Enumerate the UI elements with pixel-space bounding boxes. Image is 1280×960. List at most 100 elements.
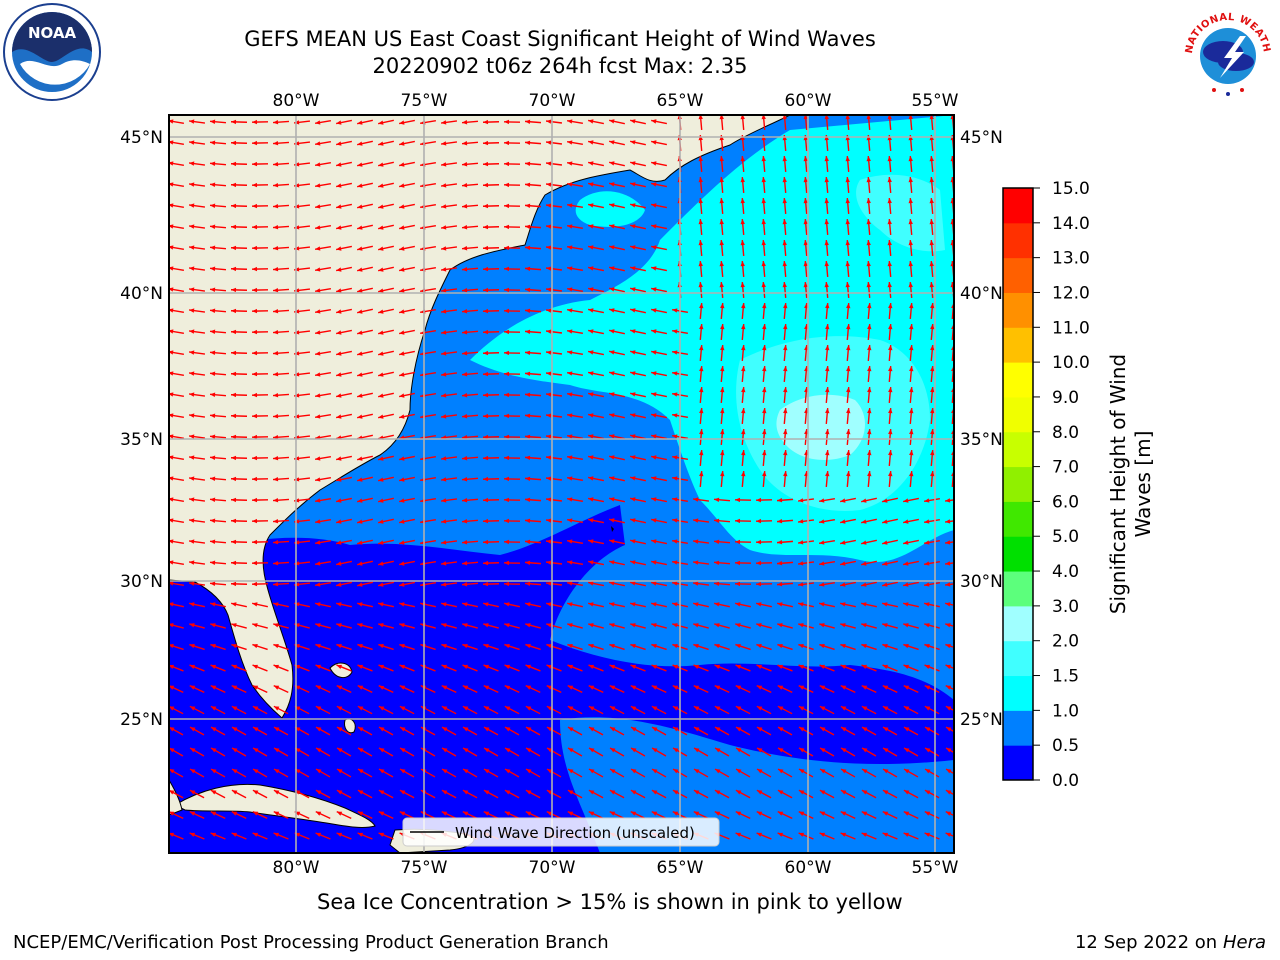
wind-arrow [399, 140, 415, 146]
wind-arrow [840, 705, 856, 715]
wind-arrow [314, 288, 332, 293]
wind-arrow [461, 582, 479, 587]
wind-arrow [545, 539, 563, 544]
wind-arrow [188, 455, 206, 460]
wind-arrow [169, 602, 184, 608]
wind-arrow [713, 581, 731, 586]
wind-arrow [482, 350, 500, 356]
wind-arrow [273, 705, 289, 715]
wind-arrow [566, 350, 584, 356]
wind-arrow [357, 203, 373, 209]
wind-arrow [314, 309, 332, 314]
wind-arrow [824, 197, 829, 215]
wind-arrow [651, 810, 667, 820]
wind-arrow [698, 260, 703, 278]
wind-arrow [924, 623, 940, 629]
wind-arrow [482, 497, 500, 503]
wind-arrow [609, 789, 625, 799]
wind-arrow [252, 664, 268, 672]
wind-arrow [882, 602, 898, 608]
wind-arrow [566, 413, 584, 419]
wind-arrow [357, 455, 373, 461]
wind-arrow [866, 218, 871, 236]
wind-arrow [861, 581, 877, 587]
wind-arrow [903, 602, 919, 608]
wind-arrow [566, 581, 584, 587]
wind-arrow [929, 281, 934, 299]
wind-arrow [782, 218, 787, 236]
wind-arrow [440, 414, 458, 419]
wind-arrow [566, 182, 584, 188]
wind-arrow [189, 643, 205, 651]
wind-arrow [399, 476, 415, 482]
wind-arrow [825, 407, 830, 425]
wind-arrow [735, 810, 751, 820]
wind-arrow [776, 498, 794, 503]
wind-arrow [924, 832, 940, 840]
wind-arrow [188, 161, 206, 166]
wind-arrow [462, 705, 478, 715]
wind-arrow [357, 643, 373, 651]
wind-arrow [797, 561, 815, 566]
wind-arrow [924, 768, 940, 778]
wind-arrow [251, 581, 269, 587]
wind-arrow [714, 602, 730, 608]
wind-arrow [630, 497, 646, 503]
wind-arrow [209, 581, 227, 586]
wind-arrow [740, 115, 745, 131]
colorbar-segment [1003, 640, 1033, 677]
wind-arrow [314, 351, 332, 356]
wind-arrow [777, 810, 793, 820]
footer-timestamp: 12 Sep 2022 on Hera [1075, 932, 1266, 953]
wind-arrow [887, 176, 892, 194]
wind-arrow [169, 392, 185, 398]
wind-arrow [545, 434, 563, 439]
noaa-logo-text: NOAA [28, 24, 77, 42]
wind-arrow [930, 302, 935, 320]
wind-arrow [378, 203, 394, 209]
wind-arrow [272, 120, 290, 125]
wind-arrow [272, 393, 290, 398]
wind-arrow [252, 602, 268, 608]
wind-arrow [546, 789, 562, 799]
colorbar-tick-label: 3.0 [1052, 597, 1079, 617]
wind-arrow [273, 747, 289, 757]
wind-arrow [867, 386, 872, 404]
wind-arrow [357, 832, 373, 840]
wind-arrow [840, 497, 856, 503]
wind-arrow [840, 810, 856, 820]
wind-arrow [803, 260, 808, 278]
wind-arrow [524, 371, 542, 376]
wind-arrow [314, 183, 332, 188]
wind-arrow [231, 768, 247, 778]
wind-arrow [169, 539, 185, 545]
wind-arrow [776, 519, 794, 524]
wind-arrow [251, 119, 269, 125]
wind-arrow [378, 413, 394, 419]
wind-arrow [209, 434, 227, 439]
wind-arrow [357, 789, 373, 799]
wind-arrow [461, 288, 479, 293]
wind-arrow [357, 266, 373, 272]
wind-arrow [713, 539, 731, 544]
wind-arrow [378, 224, 394, 230]
wind-arrow [630, 203, 646, 209]
wind-arrow [755, 497, 773, 503]
wind-arrow [272, 204, 290, 209]
wind-arrow [504, 747, 520, 757]
wind-arrow [908, 239, 913, 257]
wind-arrow [251, 182, 269, 188]
wind-arrow [692, 518, 710, 523]
wind-arrow [209, 497, 227, 502]
wind-arrow [251, 203, 269, 209]
wind-arrow [693, 685, 709, 693]
lat-lon-grid [169, 115, 954, 853]
lat-tick-left: 40°N [120, 284, 163, 304]
wind-arrow [231, 685, 247, 693]
wind-arrow [399, 119, 415, 125]
wind-arrow [441, 643, 457, 651]
wind-arrow [357, 581, 373, 587]
wind-arrow [756, 768, 772, 778]
wind-arrow [929, 260, 934, 278]
